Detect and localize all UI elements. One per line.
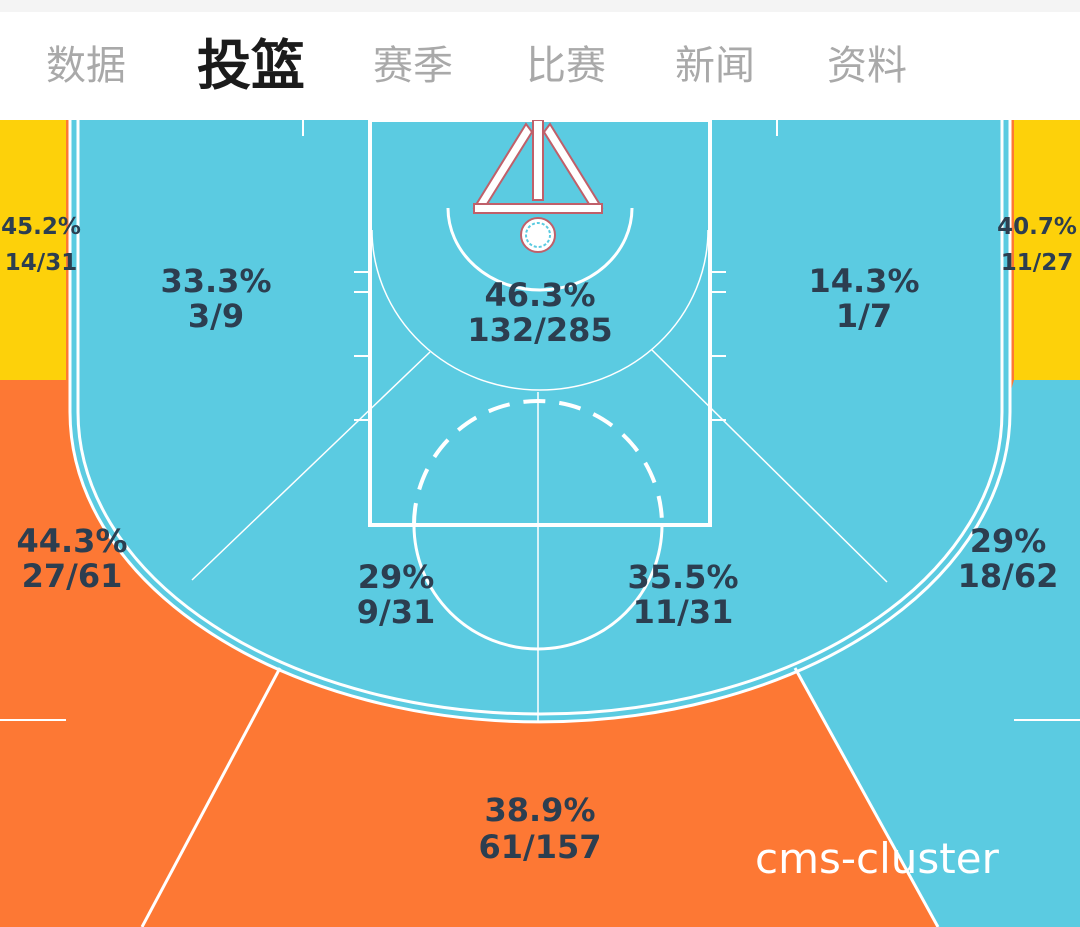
free-throw-circle-solid <box>412 524 664 651</box>
zone-right-corner-three[interactable] <box>1014 120 1080 380</box>
free-throw-circle-dashed <box>412 399 664 526</box>
restricted-arc <box>446 207 634 292</box>
tab-shooting[interactable]: 投篮 <box>197 34 305 97</box>
tab-stats[interactable]: 数据 <box>46 43 126 89</box>
hoop-stanchion <box>472 120 604 214</box>
zone-label-pct: 44.3% <box>16 522 127 560</box>
zone-label-made-att: 18/62 <box>958 557 1059 595</box>
paint-zone-arc <box>371 229 709 391</box>
zone-label-pct: 35.5% <box>627 558 738 596</box>
tab-bar: 数据 投篮 赛季 比赛 新闻 资料 <box>0 12 1080 120</box>
zone-label-pct: 14.3% <box>808 262 919 300</box>
divider-left-elbow <box>191 351 431 581</box>
zone-label-made-att: 3/9 <box>188 297 244 335</box>
zone-label-made-att: 61/157 <box>478 828 601 866</box>
zone-two-point-area[interactable] <box>70 120 1010 722</box>
divider-left-wing <box>140 667 282 927</box>
divider-right-elbow <box>651 349 888 583</box>
zone-label-made-att: 132/285 <box>467 311 612 349</box>
zone-label-pct: 29% <box>358 558 435 596</box>
zone-label-made-att: 27/61 <box>22 557 123 595</box>
zone-label-made-att: 1/7 <box>836 297 892 335</box>
shot-chart-court: 45.2% 14/31 40.7% 11/27 33.3% 3/9 46.3% … <box>0 120 1080 927</box>
tab-season[interactable]: 赛季 <box>373 43 453 89</box>
zone-label-made-att: 11/27 <box>1001 250 1073 276</box>
tab-profile[interactable]: 资料 <box>827 43 907 89</box>
zone-label-pct: 45.2% <box>1 214 81 240</box>
three-point-line-inner <box>76 120 1004 716</box>
basket-icon <box>520 217 556 253</box>
zone-label-pct: 33.3% <box>160 262 271 300</box>
zone-label-made-att: 14/31 <box>5 250 77 276</box>
lane-hash-marks <box>302 120 778 421</box>
watermark: cms-cluster <box>755 834 1000 883</box>
paint-lane <box>368 120 712 527</box>
zone-label-made-att: 11/31 <box>633 593 734 631</box>
tab-games[interactable]: 比赛 <box>526 43 606 89</box>
zone-label-made-att: 9/31 <box>357 593 435 631</box>
zone-right-wing-three[interactable] <box>795 380 1080 927</box>
status-strip <box>0 0 1080 12</box>
tab-news[interactable]: 新闻 <box>675 43 755 89</box>
zone-label-pct: 38.9% <box>484 791 595 829</box>
zone-label-pct: 46.3% <box>484 276 595 314</box>
zone-label-pct: 29% <box>970 522 1047 560</box>
three-point-line-outer <box>68 120 1012 724</box>
divider-right-wing <box>793 667 940 927</box>
zone-left-corner-three[interactable] <box>0 120 66 380</box>
zone-label-pct: 40.7% <box>997 214 1077 240</box>
